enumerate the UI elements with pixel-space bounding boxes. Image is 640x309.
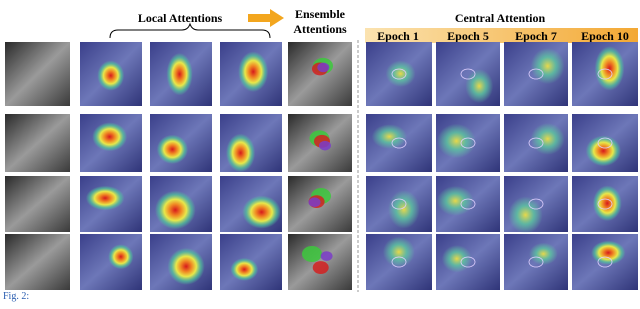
contour <box>528 198 544 210</box>
heat-blob <box>441 245 472 273</box>
bracket <box>109 22 271 39</box>
epoch-bar <box>365 28 638 43</box>
heat-blob <box>436 185 474 216</box>
heat-blob <box>108 244 134 270</box>
contour <box>391 256 407 268</box>
heat-blob <box>97 60 125 91</box>
contour <box>391 198 407 210</box>
epoch-label: Epoch 7 <box>515 29 557 43</box>
epoch-label: Epoch 5 <box>447 29 489 43</box>
contour <box>597 198 613 210</box>
contour <box>528 256 544 268</box>
contour <box>460 256 476 268</box>
contour <box>528 137 544 149</box>
xray-image <box>5 42 70 106</box>
heat-blob <box>529 242 558 266</box>
heat-blob <box>388 190 420 229</box>
heat-blob <box>594 46 625 91</box>
contour <box>597 256 613 268</box>
epoch-label: Epoch 10 <box>581 29 629 43</box>
heat-blob <box>585 135 622 167</box>
ensemble-title: Ensemble <box>295 7 346 21</box>
ensemble-blob <box>312 261 329 274</box>
contour <box>460 137 476 149</box>
arrow <box>248 9 284 27</box>
contour <box>460 68 476 80</box>
heat-blob <box>591 240 626 265</box>
heat-blob <box>242 195 281 229</box>
ensemble-blob <box>301 245 322 262</box>
heat-blob <box>371 124 408 149</box>
heat-blob <box>225 133 256 173</box>
heat-blob <box>508 196 543 234</box>
heat-blob <box>382 236 415 268</box>
contour <box>597 137 613 149</box>
heat-blob <box>85 185 125 211</box>
contour <box>460 198 476 210</box>
epoch-label: Epoch 1 <box>377 29 419 43</box>
xray-image <box>5 234 70 290</box>
xray-image <box>5 114 70 172</box>
local-title: Local Attentions <box>138 11 223 25</box>
heat-blob <box>166 52 193 96</box>
heat-blob <box>154 190 196 230</box>
heatmap-image <box>436 42 500 106</box>
ensemble-blob <box>308 197 321 208</box>
heat-blob <box>530 47 565 85</box>
heat-blob <box>437 123 476 159</box>
heat-blob <box>230 257 259 281</box>
ensemble-blob <box>318 140 331 151</box>
heat-blob <box>592 185 622 222</box>
ensemble-blob <box>320 251 333 261</box>
ensemble-blob <box>317 62 330 73</box>
heat-blob <box>167 247 205 285</box>
contour <box>597 68 613 80</box>
caption: Fig. 2: <box>3 291 29 302</box>
contour <box>391 68 407 80</box>
heat-blob <box>530 123 565 155</box>
heat-blob <box>238 51 269 93</box>
ensemble-title: Attentions <box>293 22 347 36</box>
heat-blob <box>156 134 189 164</box>
contour <box>391 137 407 149</box>
heat-blob <box>465 68 494 104</box>
contour <box>528 68 544 80</box>
heat-blob <box>385 60 416 87</box>
xray-image <box>5 176 70 232</box>
heat-blob <box>92 122 128 152</box>
central-title: Central Attention <box>455 11 546 25</box>
